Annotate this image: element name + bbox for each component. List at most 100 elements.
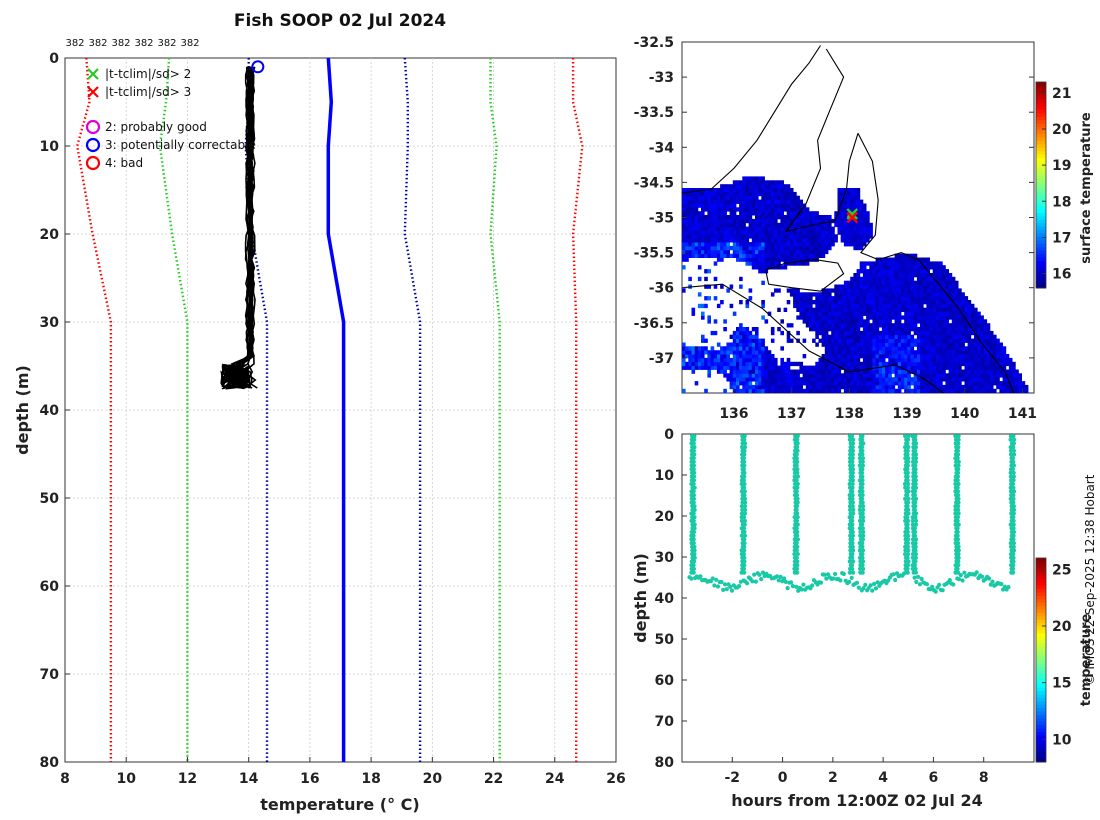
sst-cell [802, 238, 807, 243]
sst-cell [872, 388, 876, 393]
sst-cell [764, 226, 769, 231]
time-depth-point [875, 580, 880, 585]
time-depth-point [955, 529, 960, 535]
sst-cell [805, 261, 810, 266]
sst-cell [913, 342, 918, 347]
sst-cell [723, 245, 727, 251]
temperature-colorbar-segment [1036, 602, 1046, 607]
sst-cell [885, 361, 889, 367]
sst-cell [929, 350, 934, 355]
time-depth-point [856, 585, 861, 590]
sst-cell [732, 199, 737, 204]
sst-cell [913, 300, 918, 305]
sst-cell [999, 350, 1003, 355]
sst-cell [885, 315, 889, 320]
sst-colorbar-segment [1036, 260, 1046, 265]
sst-cell [878, 261, 883, 266]
sst-cell [774, 215, 778, 220]
sst-cell [777, 188, 781, 193]
sst-cell [780, 245, 784, 251]
sst-cell [904, 319, 908, 324]
sst-cell [932, 388, 937, 393]
sst-cell [786, 381, 791, 386]
sst-cell [913, 377, 918, 382]
sst-cell [742, 222, 746, 228]
sst-cell [821, 222, 826, 228]
sst-cell [878, 280, 883, 285]
time-depth-point [913, 537, 919, 542]
sst-cell [897, 369, 902, 374]
sst-cell [856, 319, 861, 324]
sst-cell [821, 361, 826, 367]
sst-cell [767, 218, 772, 224]
sst-cell [920, 342, 924, 347]
sst-cell [888, 288, 892, 293]
sst-colorbar-segment [1036, 95, 1046, 100]
sst-cell [920, 257, 924, 262]
sst-cell [701, 195, 705, 200]
sst-cell [916, 276, 921, 282]
sst-cell [974, 350, 978, 355]
time-depth-point [860, 452, 865, 457]
sst-cell [913, 381, 918, 386]
legend-x-marker [87, 86, 99, 98]
sst-cell [716, 188, 721, 193]
sst-cell [910, 296, 915, 301]
sst-cell [755, 184, 759, 189]
sst-cell [866, 377, 870, 382]
time-depth-point [742, 544, 747, 549]
sst-cell [783, 207, 788, 212]
sst-cell [954, 377, 959, 382]
sst-cell [793, 384, 797, 390]
sst-cell [774, 261, 778, 266]
sst-cell [859, 369, 864, 374]
map-ytick-label: -35 [649, 211, 674, 227]
time-depth-point [742, 470, 747, 475]
sst-cell [751, 211, 756, 216]
sst-cell [691, 226, 696, 231]
sst-cell [907, 288, 911, 293]
sst-cell [939, 350, 943, 355]
sst-cell [691, 222, 696, 228]
sst-cell [926, 357, 930, 363]
sst-cell [780, 234, 784, 239]
sst-cell [843, 327, 848, 332]
time-depth-point [794, 463, 799, 468]
sst-cell [736, 242, 740, 247]
sst-cell [939, 365, 943, 370]
sst-cell [850, 315, 854, 320]
time-depth-point [850, 463, 855, 468]
sst-cell [713, 218, 718, 224]
sst-cell [770, 377, 775, 382]
sst-cell [853, 388, 857, 393]
sst-cell [910, 280, 915, 285]
time-depth-point [858, 566, 863, 572]
sst-cell [831, 226, 835, 231]
sst-cell [907, 273, 911, 278]
sst-cell [742, 195, 746, 200]
sst-cell [764, 203, 769, 208]
sst-cell [856, 377, 861, 382]
sst-cell [926, 300, 930, 305]
sst-cell [726, 238, 730, 243]
sst-cell [970, 311, 975, 316]
sst-cell [755, 384, 759, 390]
sst-cell [783, 249, 788, 255]
sst-cell [859, 361, 864, 367]
sst-cell [710, 203, 715, 208]
sst-cell [774, 184, 778, 189]
sst-cell [869, 273, 873, 278]
sst-cell [926, 346, 930, 351]
sst-cell [916, 334, 921, 339]
time-depth-point [850, 566, 855, 572]
sst-cell [904, 292, 908, 297]
sst-cell [786, 253, 791, 258]
sst-cell [910, 354, 915, 359]
sst-cell [964, 334, 969, 339]
sst-cell [859, 284, 864, 289]
sst-cell [789, 222, 794, 228]
sst-cell [1012, 361, 1016, 367]
sst-cell [697, 253, 702, 258]
time-depth-point [956, 481, 961, 487]
sst-cell [881, 276, 886, 282]
